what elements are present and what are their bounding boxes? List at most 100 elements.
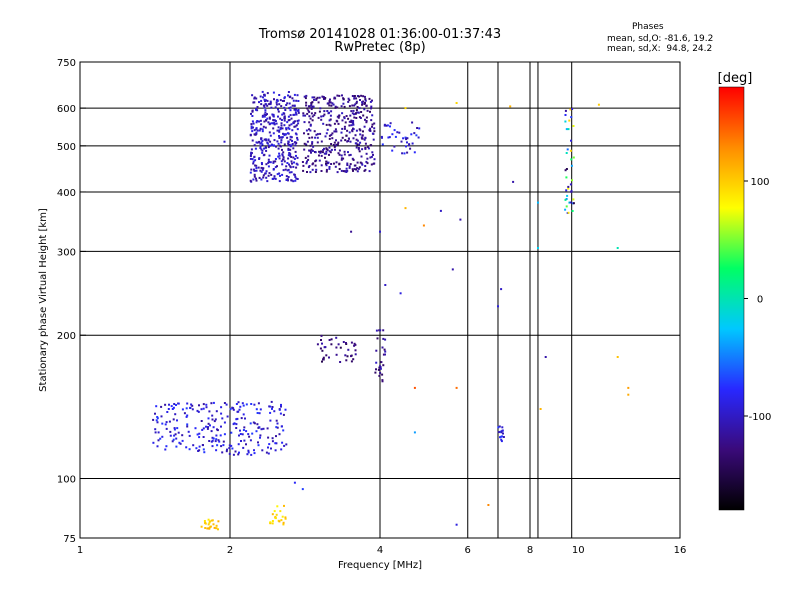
data-point (343, 105, 346, 108)
data-point (169, 430, 172, 433)
data-point (359, 161, 362, 164)
data-point (208, 521, 211, 524)
data-point (350, 120, 353, 123)
data-point (277, 110, 280, 113)
data-point (347, 117, 350, 120)
data-point (249, 134, 252, 137)
data-point (311, 149, 314, 152)
data-point (262, 427, 265, 430)
data-point (406, 141, 408, 144)
data-point (275, 103, 278, 106)
data-point (285, 443, 288, 446)
data-point (374, 371, 377, 374)
data-point (166, 411, 169, 413)
data-point (161, 422, 164, 425)
data-point (265, 103, 268, 106)
data-point (253, 452, 256, 455)
data-point (282, 413, 285, 416)
data-point (361, 102, 364, 105)
data-point (329, 118, 332, 121)
data-point (255, 408, 258, 411)
data-point (487, 504, 490, 506)
data-point (350, 119, 353, 122)
data-point (314, 164, 317, 167)
data-point (354, 164, 357, 167)
data-point (322, 356, 325, 359)
data-point (396, 131, 399, 134)
data-point (156, 445, 159, 448)
data-point (500, 288, 503, 291)
data-point (310, 104, 313, 107)
data-point (320, 140, 323, 143)
data-point (320, 115, 323, 118)
data-point (190, 403, 193, 406)
data-point (398, 131, 401, 134)
data-point (564, 198, 567, 201)
data-point (263, 115, 266, 118)
data-point (328, 137, 331, 140)
data-point (215, 410, 218, 413)
data-point (291, 139, 293, 142)
data-point (218, 440, 221, 443)
data-point (278, 94, 281, 96)
data-point (320, 154, 323, 157)
data-point (335, 161, 338, 164)
data-point (258, 176, 261, 179)
data-point (413, 132, 416, 135)
data-point (565, 152, 568, 154)
data-point (250, 403, 253, 405)
data-point (267, 446, 269, 449)
data-point (230, 444, 233, 447)
data-point (280, 139, 283, 142)
data-point (317, 101, 320, 104)
data-point (304, 97, 307, 100)
data-point (356, 167, 359, 170)
data-point (354, 142, 357, 145)
data-point (364, 118, 366, 121)
data-point (164, 448, 167, 451)
data-point (273, 139, 276, 142)
data-point (362, 95, 365, 98)
data-point (253, 129, 256, 132)
colorbar-tick-label: -100 (749, 412, 772, 423)
data-point (257, 426, 260, 429)
data-point (237, 453, 240, 456)
data-point (269, 134, 272, 137)
data-point (230, 431, 233, 434)
data-point (338, 162, 341, 165)
data-point (416, 127, 419, 129)
data-point (308, 105, 311, 108)
data-point (346, 140, 349, 143)
data-point (261, 449, 264, 452)
data-point (329, 101, 332, 104)
data-point (280, 160, 283, 163)
data-point (297, 109, 299, 112)
data-point (259, 119, 262, 122)
data-point (283, 96, 286, 99)
data-point (260, 141, 263, 144)
data-point (329, 114, 332, 117)
data-point (364, 142, 367, 145)
data-point (204, 522, 207, 525)
data-point (570, 139, 572, 142)
data-point (292, 99, 295, 102)
data-point (267, 161, 270, 164)
data-point (281, 154, 284, 157)
data-point (272, 113, 275, 116)
data-point (348, 120, 351, 123)
data-point (321, 151, 324, 154)
data-point (192, 444, 195, 447)
data-point (272, 168, 275, 170)
data-point (307, 158, 310, 161)
data-point (567, 211, 570, 214)
data-point (289, 106, 292, 109)
data-point (172, 406, 175, 409)
data-point (406, 151, 409, 154)
data-point (325, 132, 328, 135)
data-point (220, 445, 223, 448)
data-point (235, 403, 238, 405)
data-point (569, 149, 572, 152)
data-point (207, 527, 210, 530)
data-point (313, 130, 316, 133)
data-point (202, 427, 205, 430)
